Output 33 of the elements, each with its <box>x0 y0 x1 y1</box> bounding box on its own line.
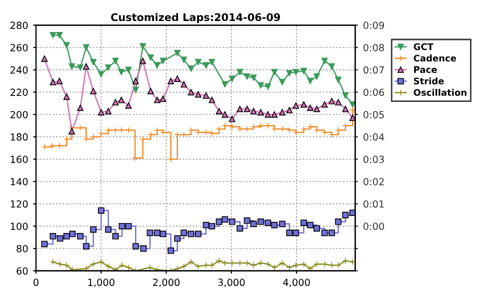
y2-tick-label: 0:04 <box>363 133 384 141</box>
legend-label: Pace <box>414 66 437 73</box>
y-tick-label: 60 <box>16 267 28 275</box>
legend-label: Stride <box>414 77 444 84</box>
y2-tick-label: 0:00 <box>363 222 384 230</box>
y-tick-label: 200 <box>10 110 28 118</box>
x-tick-label: 3,000 <box>218 278 245 287</box>
y2-tick-label: 0:06 <box>363 88 384 96</box>
y-tick-label: 220 <box>10 88 28 96</box>
chart-title: Customized Laps:2014-06-09 <box>111 13 280 24</box>
y-tick-label: 280 <box>10 22 28 29</box>
y2-tick-label: 0:07 <box>363 66 384 74</box>
y-tick-label: 260 <box>10 44 28 52</box>
y2-tick-label: 0:01 <box>363 200 384 208</box>
y-tick-label: 80 <box>16 244 28 252</box>
y2-tick-label: 0:08 <box>363 44 384 52</box>
y-tick-label: 120 <box>10 200 28 208</box>
x-tick-label: 2,000 <box>153 278 180 287</box>
x-tick-label: 0 <box>34 278 38 286</box>
legend-label: Oscillation <box>414 88 466 96</box>
y-tick-label: 180 <box>10 133 28 141</box>
legend-label: Cadence <box>414 54 456 62</box>
y2-tick-label: 0:09 <box>363 22 384 29</box>
legend-label: GCT <box>414 43 434 50</box>
y-tick-label: 160 <box>10 156 28 163</box>
y-tick-label: 240 <box>10 66 28 74</box>
y-tick-label: 100 <box>10 222 28 230</box>
x-tick-label: 4,000 <box>283 278 310 287</box>
y2-tick-label: 0:03 <box>363 156 384 163</box>
x-tick-label: 1,000 <box>88 278 114 287</box>
y2-tick-label: 0:02 <box>363 178 384 186</box>
y2-tick-label: 0:05 <box>363 110 384 118</box>
y-tick-label: 140 <box>10 178 28 186</box>
